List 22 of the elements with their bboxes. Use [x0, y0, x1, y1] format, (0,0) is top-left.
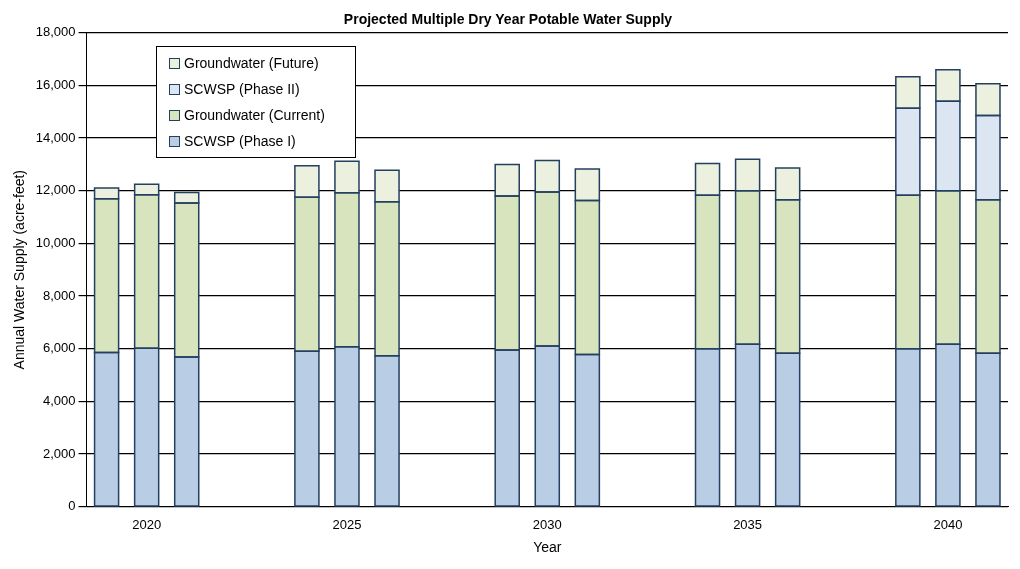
x-tick-label: 2040: [933, 516, 963, 532]
legend-label: SCWSP (Phase II): [184, 81, 300, 97]
legend-label: Groundwater (Future): [184, 55, 319, 71]
x-tick-label: 2020: [132, 516, 162, 532]
y-tick-label: 18,000: [35, 24, 76, 40]
y-tick-label: 10,000: [35, 234, 76, 250]
y-tick-label: 8,000: [43, 287, 76, 303]
y-axis-title: Annual Water Supply (acre-feet): [11, 169, 28, 370]
x-axis-title: Year: [533, 539, 562, 556]
y-tick-label: 0: [68, 498, 76, 514]
x-tick-label: 2035: [733, 516, 763, 532]
y-tick-label: 16,000: [35, 77, 76, 93]
y-tick-label: 6,000: [43, 340, 76, 356]
x-tick-label: 2030: [532, 516, 562, 532]
legend-label: SCWSP (Phase I): [184, 133, 296, 149]
chart-title: Projected Multiple Dry Year Potable Water Supply: [343, 11, 673, 28]
y-tick-label: 4,000: [43, 392, 76, 408]
legend-label: Groundwater (Current): [184, 107, 325, 123]
y-tick-label: 2,000: [43, 445, 76, 461]
y-tick-label: 12,000: [35, 182, 76, 198]
x-tick-label: 2025: [332, 516, 362, 532]
y-tick-label: 14,000: [35, 129, 76, 145]
